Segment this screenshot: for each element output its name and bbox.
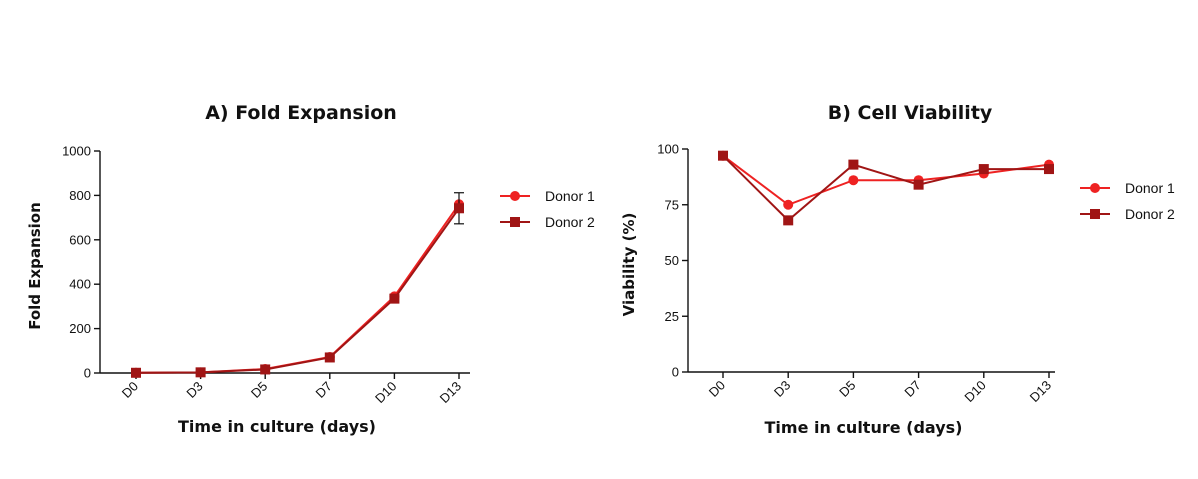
legend-marker	[1090, 209, 1100, 219]
x-tick-label: D13	[437, 379, 464, 406]
x-tick-label: D10	[372, 379, 399, 406]
series-line	[135, 203, 460, 374]
legend-item-donor-2: Donor 2	[1080, 206, 1175, 222]
legend-marker	[1090, 183, 1100, 193]
y-tick-label: 1000	[62, 144, 91, 159]
chart-title: A) Fold Expansion	[205, 102, 397, 124]
series-donor-1	[131, 199, 464, 378]
y-tick-label: 25	[665, 309, 679, 324]
x-tick-label: D5	[248, 379, 270, 401]
data-point	[978, 164, 989, 175]
y-tick-label: 100	[657, 142, 679, 157]
y-axis-label: Fold Expansion	[26, 202, 44, 330]
chart-fold-expansion: A) Fold Expansion 0 200 400 600 800 1000 D0 D3 D5…	[26, 102, 595, 436]
y-tick-label: 75	[665, 197, 679, 212]
data-point	[389, 293, 400, 304]
y-tick-label: 0	[84, 366, 91, 381]
data-point	[913, 179, 924, 190]
data-point	[848, 159, 859, 170]
y-tick-label: 800	[69, 188, 91, 203]
data-point	[1044, 164, 1054, 175]
x-axis-label: Time in culture (days)	[765, 418, 963, 437]
data-point	[195, 367, 206, 378]
data-point	[718, 150, 728, 161]
chart-cell-viability: B) Cell Viability 0 25 50 75 100 D0 D3 D5 D7 D10 D1…	[620, 102, 1175, 437]
series-line	[722, 154, 1050, 206]
x-tick-label: D13	[1027, 378, 1054, 405]
y-tick-label: 0	[672, 365, 679, 380]
x-tick-label: D0	[706, 378, 728, 400]
legend-item-donor-2: Donor 2	[500, 214, 595, 230]
legend-marker	[510, 217, 520, 227]
x-tick-label: D7	[313, 379, 335, 401]
series-line	[135, 207, 460, 374]
data-point	[324, 352, 335, 363]
data-point	[848, 175, 859, 186]
legend-label: Donor 1	[545, 188, 595, 204]
x-tick-label: D0	[119, 379, 141, 401]
data-point	[783, 215, 794, 226]
chart-title: B) Cell Viability	[828, 102, 993, 124]
series-line	[722, 154, 1049, 222]
x-tick-label: D5	[836, 378, 858, 400]
y-tick-label: 400	[69, 277, 91, 292]
legend-label: Donor 2	[545, 214, 595, 230]
x-tick-label: D7	[901, 378, 923, 400]
data-point	[131, 367, 141, 378]
data-point	[454, 203, 464, 214]
series-donor-2	[718, 150, 1054, 226]
legend-item-donor-1: Donor 1	[1080, 180, 1175, 196]
x-tick-label: D3	[183, 379, 205, 401]
x-axis-label: Time in culture (days)	[178, 417, 376, 436]
y-tick-label: 200	[69, 321, 91, 336]
y-tick-label: 600	[69, 232, 91, 247]
legend-label: Donor 1	[1125, 180, 1175, 196]
data-point	[783, 199, 794, 210]
series-donor-2	[131, 192, 464, 378]
y-axis-label: Viability (%)	[620, 213, 638, 317]
legend-label: Donor 2	[1125, 206, 1175, 222]
legend-item-donor-1: Donor 1	[500, 188, 595, 204]
x-tick-label: D10	[961, 378, 988, 405]
y-tick-label: 50	[665, 253, 679, 268]
data-point	[260, 364, 271, 375]
legend-marker	[510, 191, 520, 201]
x-tick-label: D3	[771, 378, 793, 400]
